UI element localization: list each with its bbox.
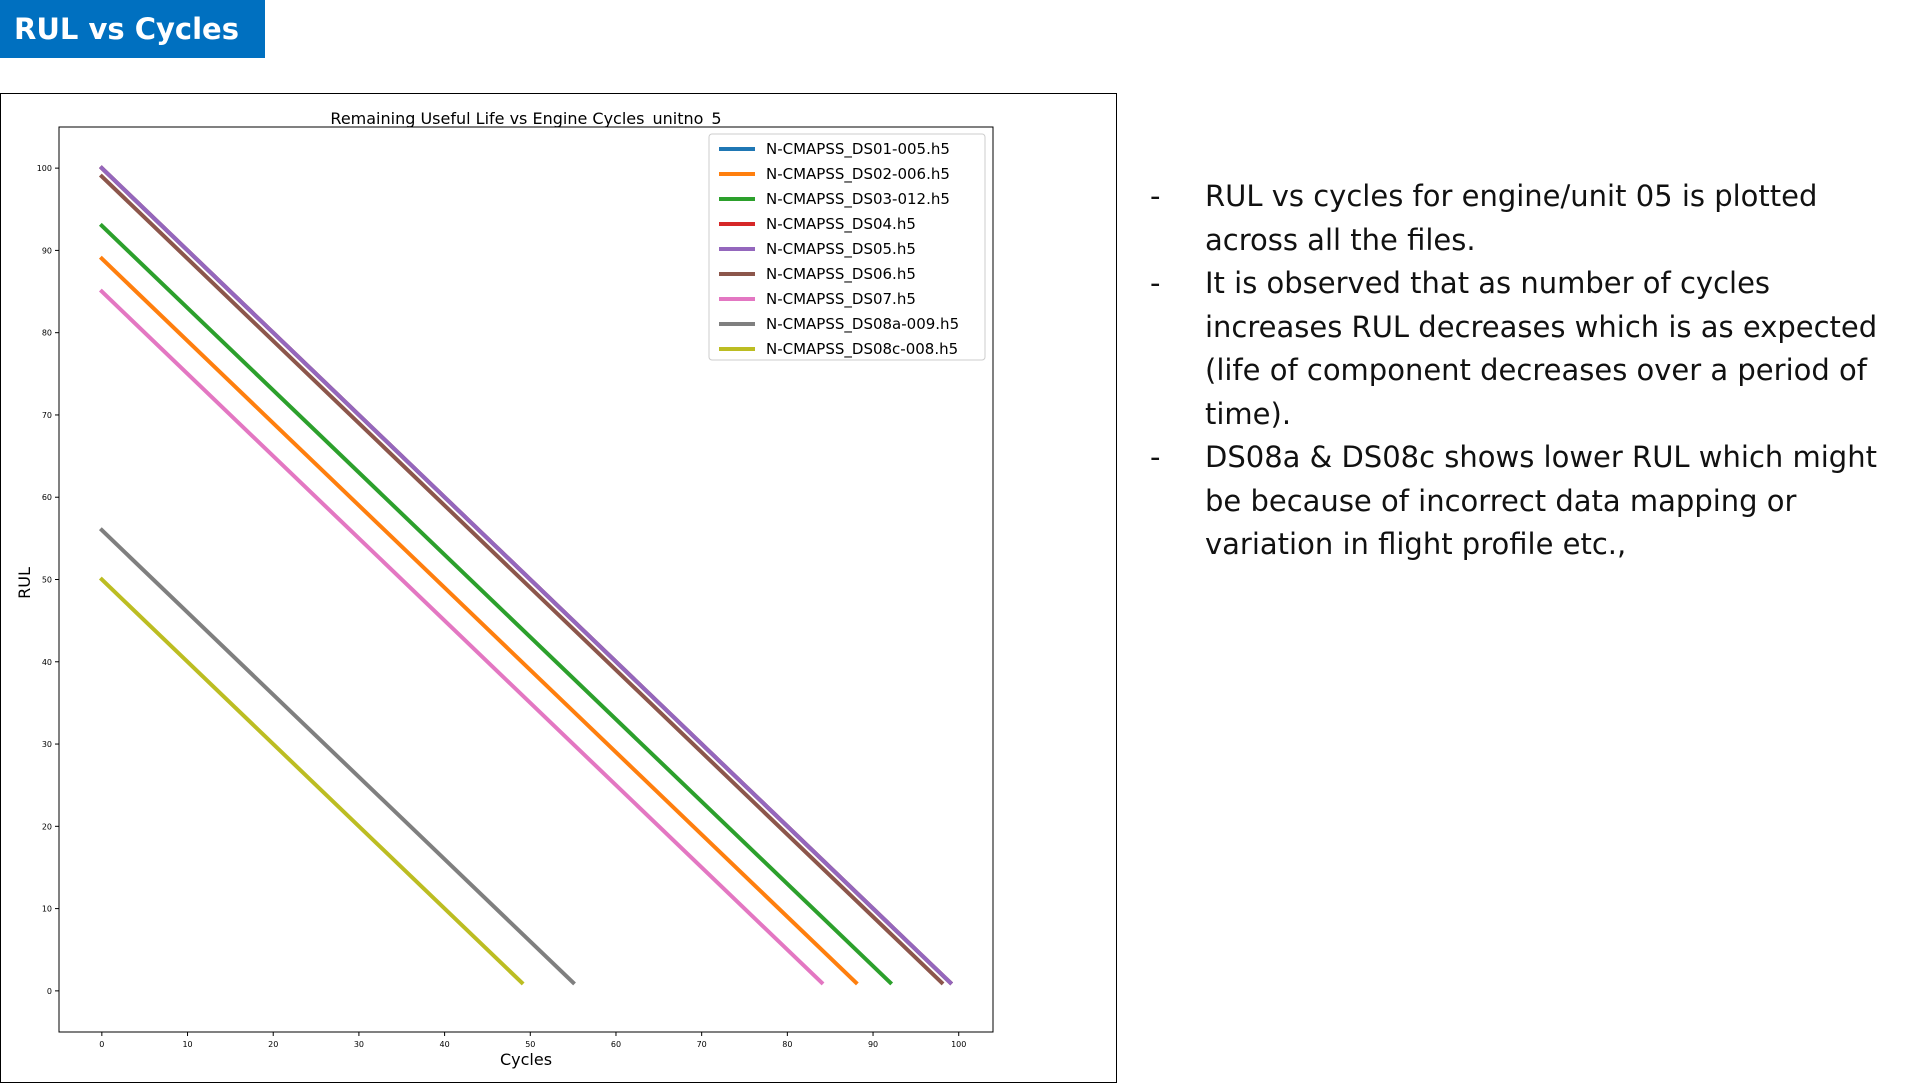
x-axis-label: Cycles xyxy=(500,1050,552,1069)
legend-label: N-CMAPSS_DS03-012.h5 xyxy=(766,190,950,209)
y-tick-label: 100 xyxy=(37,164,52,173)
x-tick-label: 60 xyxy=(611,1040,621,1049)
y-axis-label: RUL xyxy=(15,567,34,599)
series-lines xyxy=(98,165,954,986)
legend-label: N-CMAPSS_DS05.h5 xyxy=(766,240,916,259)
y-tick-label: 0 xyxy=(47,987,52,996)
bullet-dash: - xyxy=(1150,440,1161,474)
chart-title: Remaining Useful Life vs Engine Cycles_u… xyxy=(330,109,721,129)
x-tick-label: 30 xyxy=(354,1040,364,1049)
legend-label: N-CMAPSS_DS08c-008.h5 xyxy=(766,340,958,359)
x-tick-label: 80 xyxy=(782,1040,792,1049)
y-tick-label: 50 xyxy=(42,576,52,585)
note-item: - RUL vs cycles for engine/unit 05 is pl… xyxy=(1150,175,1890,262)
x-tick-label: 40 xyxy=(440,1040,450,1049)
note-text: DS08a & DS08c shows lower RUL which migh… xyxy=(1205,440,1877,561)
notes-list: - RUL vs cycles for engine/unit 05 is pl… xyxy=(1150,175,1890,567)
y-tick-label: 20 xyxy=(42,822,52,831)
slide-title: RUL vs Cycles xyxy=(0,0,265,58)
x-tick-label: 100 xyxy=(951,1040,966,1049)
x-tick-label: 20 xyxy=(268,1040,278,1049)
chart-panel: Remaining Useful Life vs Engine Cycles_u… xyxy=(0,93,1117,1083)
legend-label: N-CMAPSS_DS08a-009.h5 xyxy=(766,315,959,334)
y-tick-label: 90 xyxy=(42,246,52,255)
x-tick-label: 70 xyxy=(697,1040,707,1049)
legend-label: N-CMAPSS_DS07.h5 xyxy=(766,290,916,309)
legend-label: N-CMAPSS_DS02-006.h5 xyxy=(766,165,950,184)
y-tick-label: 60 xyxy=(42,493,52,502)
y-tick-label: 30 xyxy=(42,740,52,749)
legend-label: N-CMAPSS_DS06.h5 xyxy=(766,265,916,284)
x-tick-label: 90 xyxy=(868,1040,878,1049)
y-tick-label: 40 xyxy=(42,658,52,667)
x-tick-label: 0 xyxy=(99,1040,104,1049)
series-line xyxy=(98,165,954,986)
x-tick-label: 50 xyxy=(525,1040,535,1049)
series-line xyxy=(98,173,945,986)
bullet-dash: - xyxy=(1150,179,1161,213)
series-line xyxy=(98,288,825,986)
series-line xyxy=(98,255,859,986)
note-item: - It is observed that as number of cycle… xyxy=(1150,262,1890,436)
note-item: - DS08a & DS08c shows lower RUL which mi… xyxy=(1150,436,1890,567)
series-line xyxy=(98,576,525,986)
series-line xyxy=(98,527,576,986)
y-tick-label: 70 xyxy=(42,411,52,420)
note-text: RUL vs cycles for engine/unit 05 is plot… xyxy=(1205,179,1818,257)
legend: N-CMAPSS_DS01-005.h5 N-CMAPSS_DS02-006.h5… xyxy=(708,133,986,361)
y-tick-label: 80 xyxy=(42,329,52,338)
x-axis-ticks: 0 10 20 30 40 50 60 70 80 90 100 xyxy=(99,1032,966,1049)
legend-label: N-CMAPSS_DS01-005.h5 xyxy=(766,140,950,159)
y-axis-ticks: 0 10 20 30 40 50 60 70 80 90 100 xyxy=(37,164,59,996)
x-tick-label: 10 xyxy=(182,1040,192,1049)
bullet-dash: - xyxy=(1150,266,1161,300)
note-text: It is observed that as number of cycles … xyxy=(1205,266,1878,431)
series-line xyxy=(98,222,894,986)
rul-vs-cycles-chart: Remaining Useful Life vs Engine Cycles_u… xyxy=(15,109,994,1069)
legend-label: N-CMAPSS_DS04.h5 xyxy=(766,215,916,234)
y-tick-label: 10 xyxy=(42,905,52,914)
legend-box xyxy=(708,133,986,361)
